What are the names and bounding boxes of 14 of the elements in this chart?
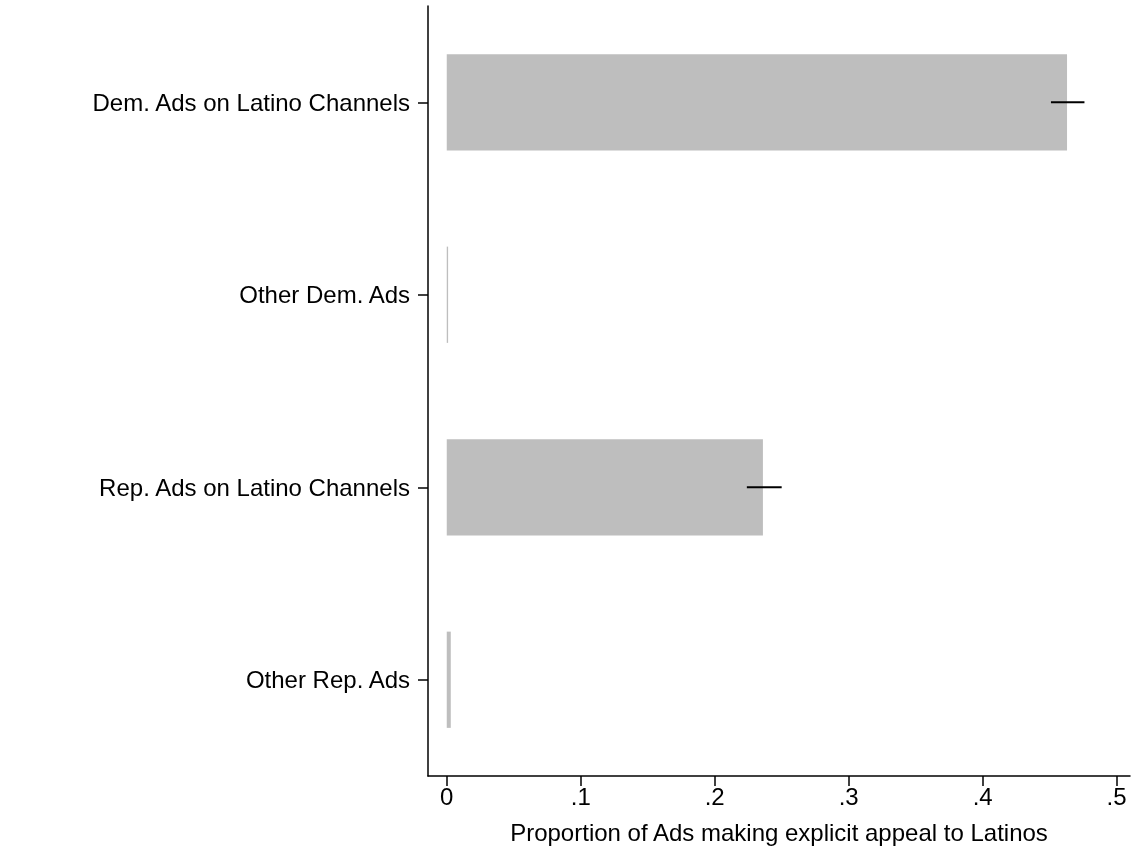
- y-tick-label: Rep. Ads on Latino Channels: [99, 473, 410, 501]
- y-tick-label: Other Rep. Ads: [245, 666, 410, 694]
- x-tick-label: .2: [704, 782, 725, 810]
- bar: [446, 439, 763, 536]
- x-tick-label: .5: [1106, 782, 1127, 810]
- x-tick-label: .4: [972, 782, 993, 810]
- y-tick-label: Dem. Ads on Latino Channels: [92, 88, 410, 116]
- bar: [446, 631, 451, 728]
- x-tick-label: 0: [440, 782, 454, 810]
- y-tick-label: Other Dem. Ads: [239, 281, 410, 309]
- x-tick-label: .3: [838, 782, 859, 810]
- x-axis-title: Proportion of Ads making explicit appeal to Latinos: [510, 818, 1048, 846]
- x-tick-label: .1: [570, 782, 591, 810]
- bar: [446, 54, 1068, 151]
